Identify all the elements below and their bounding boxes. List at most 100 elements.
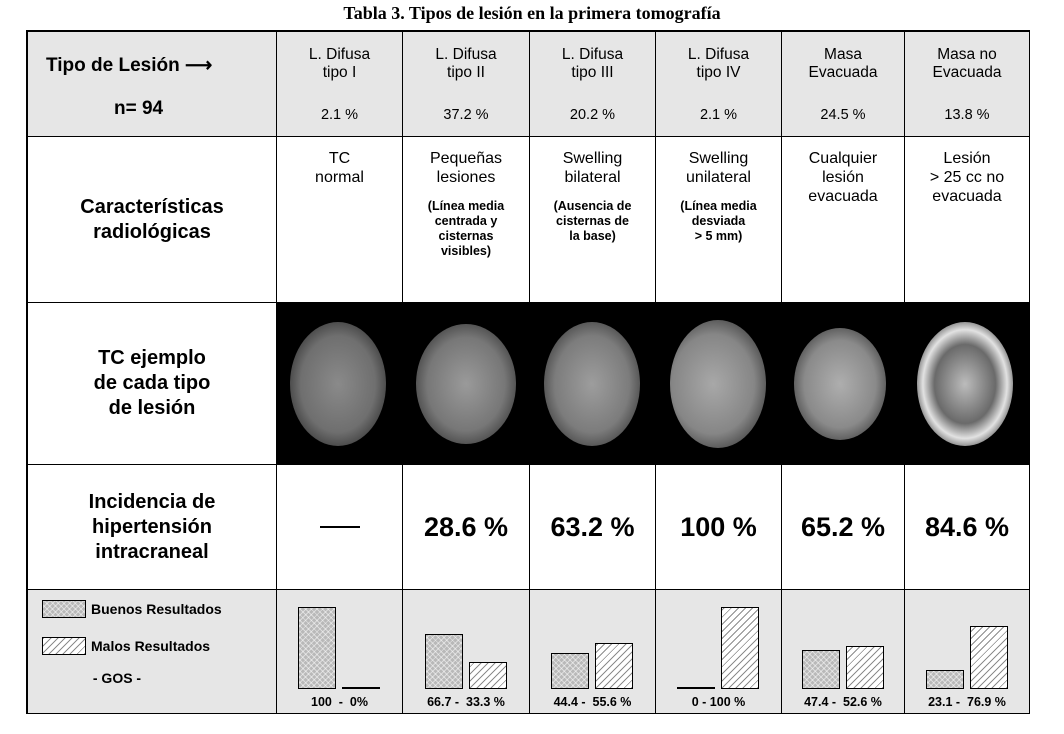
- column-header: Masa Evacuada 24.5 %: [782, 32, 905, 137]
- column-percent: 13.8 %: [944, 107, 990, 123]
- column-name: L. Difusa: [561, 46, 624, 63]
- gos-chart-cell: 47.4 - 52.6 %: [782, 590, 905, 714]
- characteristics-text: TC normal: [315, 150, 364, 186]
- column-subname: tipo IV: [696, 64, 741, 81]
- column-percent: 37.2 %: [443, 107, 489, 123]
- gos-percent-label: 44.4 - 55.6 %: [553, 695, 632, 709]
- row-head-characteristics: Características radiológicas: [28, 137, 277, 303]
- column-subname: tipo I: [322, 64, 357, 81]
- incidence-cell: 65.2 %: [782, 465, 905, 590]
- column-subname: tipo III: [571, 64, 614, 81]
- gos-chart-cell: 44.4 - 55.6 %: [530, 590, 656, 714]
- incidence-cell: 100 %: [656, 465, 782, 590]
- good-results-bar: [802, 650, 840, 689]
- header-label-cell: Tipo de Lesión ⟶ n= 94: [28, 32, 277, 137]
- gos-percent-label: 100 - 0%: [311, 695, 368, 709]
- incidence-value: 28.6 %: [423, 511, 509, 542]
- column-percent: 20.2 %: [569, 107, 616, 123]
- ct-scan-image: [290, 322, 386, 446]
- gos-label: - GOS -: [92, 670, 142, 686]
- column-header: Masa no Evacuada 13.8 %: [905, 32, 1030, 137]
- gos-legend: Buenos Resultados Malos Resultados - GOS…: [28, 590, 277, 714]
- no-data-dash: [319, 526, 360, 528]
- ct-scan-image: [416, 324, 516, 444]
- good-results-bar: [298, 607, 336, 689]
- characteristics-text: Swelling unilateral: [686, 150, 751, 186]
- bad-results-bar: [721, 607, 759, 689]
- incidence-value: 65.2 %: [800, 511, 886, 542]
- characteristics-note: (Línea media centrada y cisternas visibl…: [427, 199, 505, 258]
- lesion-type-text: Tipo de Lesión: [46, 55, 180, 76]
- characteristics-cell: TC normal: [277, 137, 403, 303]
- ct-scan-cell: [530, 303, 656, 465]
- column-percent: 2.1 %: [699, 107, 738, 123]
- arrow-right-icon: ⟶: [185, 55, 213, 76]
- incidence-value: 100 %: [680, 511, 757, 542]
- column-header: L. Difusa tipo II 37.2 %: [403, 32, 530, 137]
- column-percent: 2.1 %: [320, 107, 359, 123]
- column-name: L. Difusa: [308, 46, 371, 63]
- good-results-bar: [677, 687, 715, 689]
- column-subname: tipo II: [447, 64, 485, 81]
- column-name: L. Difusa: [435, 46, 497, 63]
- characteristics-text: Lesión > 25 cc no evacuada: [929, 150, 1005, 205]
- legend-good: Buenos Resultados: [42, 600, 276, 618]
- gos-percent-label: 47.4 - 52.6 %: [804, 695, 882, 709]
- characteristics-text: Cualquier lesión evacuada: [808, 150, 878, 205]
- good-results-label: Buenos Resultados: [91, 601, 222, 617]
- row-head-incidence: Incidencia de hipertensión intracraneal: [28, 465, 277, 590]
- gos-chart-cell: 100 - 0%: [277, 590, 403, 714]
- ct-scan-cell: [905, 303, 1030, 465]
- characteristics-cell: Lesión > 25 cc no evacuada: [905, 137, 1030, 303]
- column-percent: 24.5 %: [820, 107, 866, 123]
- gos-percent-label: 23.1 - 76.9 %: [928, 695, 1006, 709]
- column-name: Masa no: [937, 46, 997, 63]
- gos-chart-cell: 0 - 100 %: [656, 590, 782, 714]
- bad-results-bar: [846, 646, 884, 689]
- characteristics-cell: Swelling unilateral (Línea media desviada…: [656, 137, 782, 303]
- incidence-value: 84.6 %: [924, 511, 1010, 542]
- good-results-bar: [425, 634, 463, 689]
- good-results-bar: [926, 670, 964, 689]
- bad-results-label: Malos Resultados: [91, 638, 211, 654]
- characteristics-cell: Cualquier lesión evacuada: [782, 137, 905, 303]
- ct-scan-cell: [403, 303, 530, 465]
- gos-percent-label: 0 - 100 %: [691, 695, 746, 709]
- row-head-example: TC ejemplo de cada tipo de lesión: [28, 303, 277, 465]
- lesion-type-label: Tipo de Lesión ⟶: [46, 54, 212, 77]
- gos-percent-label: 66.7 - 33.3 %: [427, 695, 505, 709]
- column-subname: Evacuada: [808, 64, 878, 81]
- characteristics-cell: Swelling bilateral (Ausencia de cisternas…: [530, 137, 656, 303]
- column-header: L. Difusa tipo I 2.1 %: [277, 32, 403, 137]
- bad-results-swatch: [42, 637, 86, 655]
- characteristics-cell: Pequeñas lesiones (Línea media centrada y…: [403, 137, 530, 303]
- ct-scan-image: [794, 328, 886, 440]
- bad-results-bar: [342, 687, 380, 689]
- incidence-value: 63.2 %: [550, 511, 635, 542]
- column-header: L. Difusa tipo IV 2.1 %: [656, 32, 782, 137]
- bad-results-bar: [595, 643, 633, 689]
- table-title: Tabla 3. Tipos de lesión en la primera t…: [343, 3, 721, 23]
- bad-results-bar: [469, 662, 507, 689]
- column-subname: Evacuada: [932, 64, 1002, 81]
- incidence-cell: 63.2 %: [530, 465, 656, 590]
- incidence-cell: 84.6 %: [905, 465, 1030, 590]
- characteristics-text: Swelling bilateral: [562, 150, 623, 186]
- incidence-cell: [277, 465, 403, 590]
- good-results-swatch: [42, 600, 86, 618]
- gos-chart-cell: 66.7 - 33.3 %: [403, 590, 530, 714]
- ct-scan-image: [544, 322, 640, 446]
- ct-scan-cell: [656, 303, 782, 465]
- gos-chart-cell: 23.1 - 76.9 %: [905, 590, 1030, 714]
- ct-scan-cell: [277, 303, 403, 465]
- column-name: Masa: [824, 46, 862, 63]
- good-results-bar: [551, 653, 589, 689]
- ct-scan-image: [917, 322, 1013, 446]
- ct-scan-image: [670, 320, 766, 448]
- lesion-types-table: Tipo de Lesión ⟶ n= 94 Características r…: [26, 30, 1030, 714]
- characteristics-note: (Línea media desviada > 5 mm): [680, 199, 757, 243]
- characteristics-note: (Ausencia de cisternas de la base): [553, 199, 632, 243]
- incidence-cell: 28.6 %: [403, 465, 530, 590]
- legend-bad: Malos Resultados: [42, 637, 276, 655]
- ct-scan-cell: [782, 303, 905, 465]
